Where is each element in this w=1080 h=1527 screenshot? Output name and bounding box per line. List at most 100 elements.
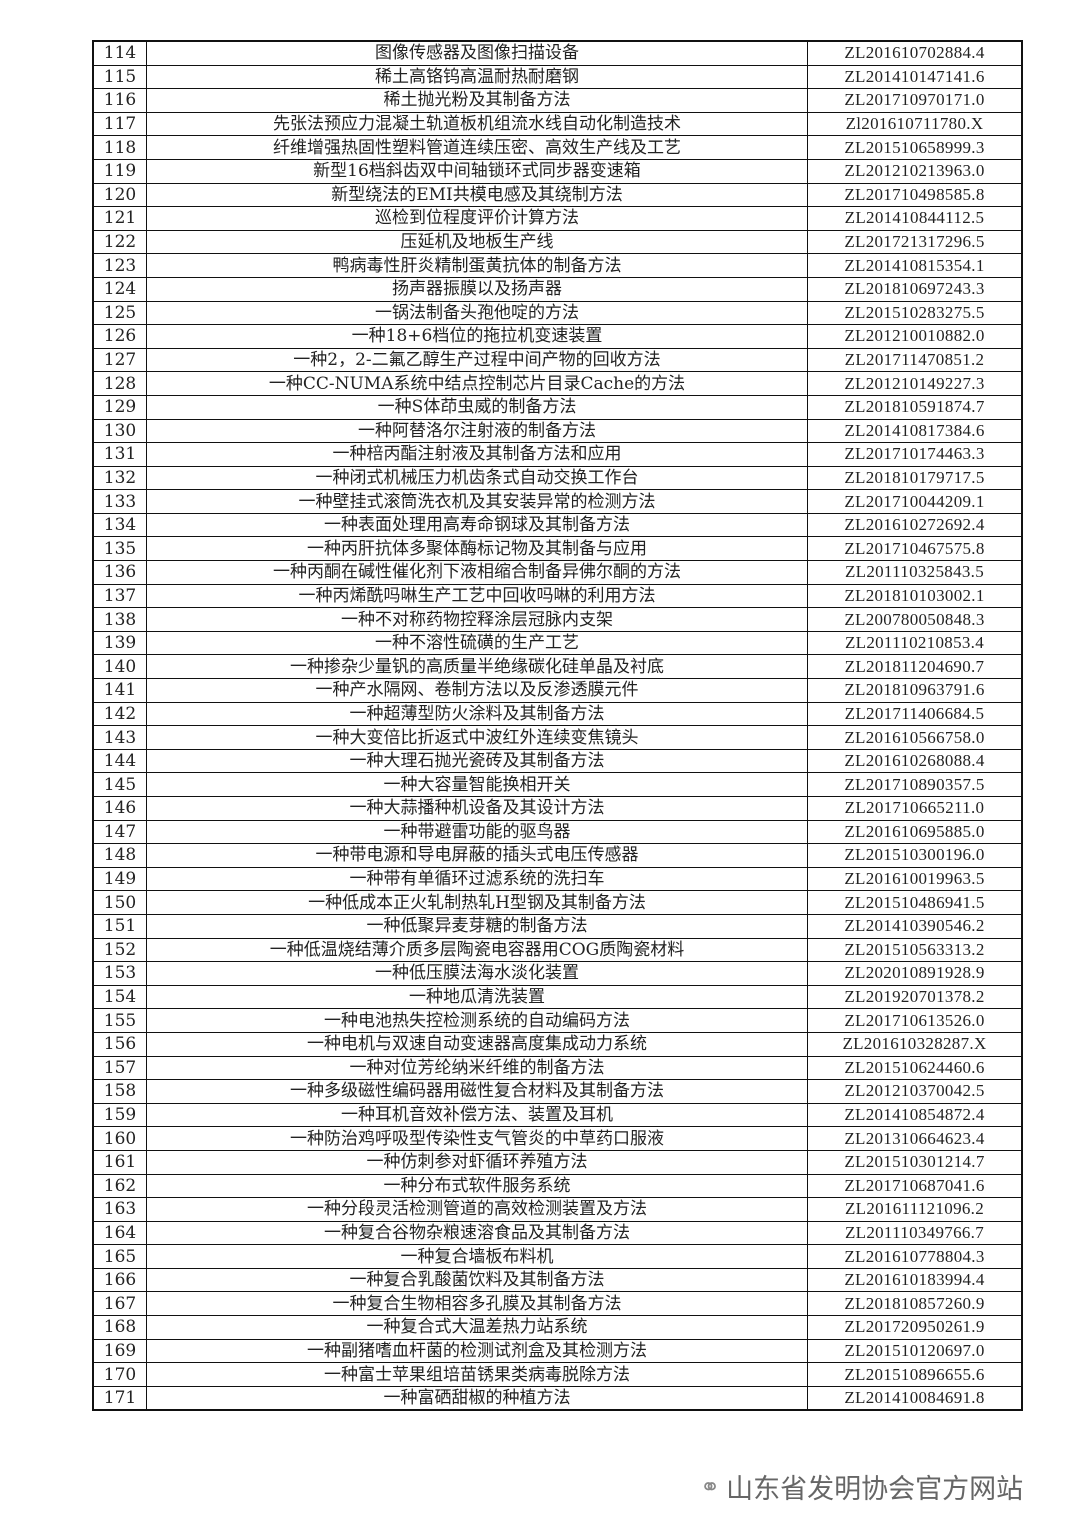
patent-title: 一种仿刺参对虾循环养殖方法 bbox=[146, 1149, 808, 1175]
patent-number: ZL201610328287.X bbox=[807, 1031, 1023, 1057]
table-row: 127 一种2，2-二氟乙醇生产过程中间产物的回收方法 ZL201711470851… bbox=[92, 347, 1023, 373]
table-row: 139 一种不溶性硫磺的生产工艺 ZL201110210853.4 bbox=[92, 630, 1023, 656]
patent-number: ZL201610566758.0 bbox=[807, 725, 1023, 750]
row-number: 145 bbox=[92, 772, 147, 797]
patent-number: ZL201611121096.2 bbox=[807, 1197, 1023, 1222]
table-row: 160 一种防治鸡呼吸型传染性支气管炎的中草药口服液 ZL201310664623.… bbox=[92, 1126, 1023, 1151]
table-row: 168 一种复合式大温差热力站系统 ZL201720950261.9 bbox=[92, 1315, 1023, 1340]
patent-title: 新型16档斜齿双中间轴锁环式同步器变速箱 bbox=[146, 158, 808, 184]
row-number: 148 bbox=[92, 843, 147, 868]
patent-number: ZL201710174463.3 bbox=[807, 442, 1023, 467]
table-row: 150 一种低成本正火轧制热轧H型钢及其制备方法 ZL201510486941.5 bbox=[92, 890, 1023, 915]
row-number: 128 bbox=[92, 371, 147, 396]
patent-number: ZL201811204690.7 bbox=[807, 654, 1023, 680]
patent-number: ZL201410147141.6 bbox=[807, 64, 1023, 90]
table-row: 136 一种丙酮在碱性催化剂下液相缩合制备异佛尔酮的方法 ZL20111032584… bbox=[92, 560, 1023, 585]
table-row: 138 一种不对称药物控释涂层冠脉内支架 ZL200780050848.3 bbox=[92, 607, 1023, 632]
patent-title: 先张法预应力混凝土轨道板机组流水线自动化制造技术 bbox=[146, 111, 808, 137]
patent-title: 一种壁挂式滚筒洗衣机及其安装异常的检测方法 bbox=[146, 489, 808, 514]
table-row: 141 一种产水隔网、卷制方法以及反渗透膜元件 ZL201810963791.6 bbox=[92, 678, 1023, 703]
table-row: 170 一种富士苹果组培苗锈果类病毒脱除方法 ZL201510896655.6 bbox=[92, 1362, 1023, 1387]
row-number: 166 bbox=[92, 1267, 147, 1293]
patent-number: ZL201710970171.0 bbox=[807, 88, 1023, 113]
patent-number: ZL201610019963.5 bbox=[807, 866, 1023, 892]
row-number: 158 bbox=[92, 1079, 147, 1104]
patent-number: ZL201510283275.5 bbox=[807, 300, 1023, 326]
patent-number: ZL201510120697.0 bbox=[807, 1338, 1023, 1364]
table-row: 157 一种对位芳纶纳米纤维的制备方法 ZL201510624460.6 bbox=[92, 1055, 1023, 1081]
table-row: 114 图像传感器及图像扫描设备 ZL201610702884.4 bbox=[92, 40, 1023, 66]
patent-title: 一种复合谷物杂粮速溶食品及其制备方法 bbox=[146, 1220, 808, 1246]
patent-number: ZL201710665211.0 bbox=[807, 796, 1023, 821]
patent-number: ZL202010891928.9 bbox=[807, 961, 1023, 986]
table-row: 135 一种丙肝抗体多聚体酶标记物及其制备与应用 ZL201710467575.8 bbox=[92, 536, 1023, 562]
patent-number: ZL201810179717.5 bbox=[807, 465, 1023, 491]
patent-title: 稀土抛光粉及其制备方法 bbox=[146, 88, 808, 113]
patent-title: 一种大蒜播种机设备及其设计方法 bbox=[146, 796, 808, 821]
patent-number: ZL201810591874.7 bbox=[807, 394, 1023, 420]
row-number: 168 bbox=[92, 1315, 147, 1340]
patent-number: ZL201610702884.4 bbox=[807, 40, 1023, 66]
row-number: 167 bbox=[92, 1291, 147, 1317]
table-row: 165 一种复合墙板布料机 ZL201610778804.3 bbox=[92, 1244, 1023, 1269]
patent-number: ZL201710890357.5 bbox=[807, 772, 1023, 797]
patent-number: ZL201510658999.3 bbox=[807, 135, 1023, 160]
patent-number: ZL201410817384.6 bbox=[807, 418, 1023, 444]
table-row: 129 一种S体茚虫威的制备方法 ZL201810591874.7 bbox=[92, 394, 1023, 420]
patent-title: 一种带避雷功能的驱鸟器 bbox=[146, 819, 808, 845]
row-number: 134 bbox=[92, 512, 147, 538]
patent-number: ZL201410815354.1 bbox=[807, 253, 1023, 278]
patent-number: ZL201610268088.4 bbox=[807, 748, 1023, 774]
row-number: 138 bbox=[92, 607, 147, 632]
table-row: 137 一种丙烯酰吗啉生产工艺中回收吗啉的利用方法 ZL201810103002.1 bbox=[92, 583, 1023, 609]
patent-number: ZL201610272692.4 bbox=[807, 512, 1023, 538]
patent-number: ZL201410084691.8 bbox=[807, 1385, 1023, 1411]
patent-number: ZL201410844112.5 bbox=[807, 206, 1023, 231]
patent-title: 一种带有单循环过滤系统的洗扫车 bbox=[146, 866, 808, 892]
row-number: 156 bbox=[92, 1031, 147, 1057]
row-number: 161 bbox=[92, 1149, 147, 1175]
patent-title: 一种低温烧结薄介质多层陶瓷电容器用COG质陶瓷材料 bbox=[146, 937, 808, 963]
table-row: 171 一种富硒甜椒的种植方法 ZL201410084691.8 bbox=[92, 1385, 1023, 1411]
row-number: 132 bbox=[92, 465, 147, 491]
table-row: 144 一种大理石抛光瓷砖及其制备方法 ZL201610268088.4 bbox=[92, 748, 1023, 774]
table-row: 119 新型16档斜齿双中间轴锁环式同步器变速箱 ZL201210213963.0 bbox=[92, 158, 1023, 184]
patent-title: 一种低成本正火轧制热轧H型钢及其制备方法 bbox=[146, 890, 808, 915]
table-row: 128 一种CC-NUMA系统中结点控制芯片目录Cache的方法 ZL2012101… bbox=[92, 371, 1023, 396]
patent-number: ZL201510624460.6 bbox=[807, 1055, 1023, 1081]
table-row: 158 一种多级磁性编码器用磁性复合材料及其制备方法 ZL201210370042.… bbox=[92, 1079, 1023, 1104]
patent-number: ZL201711470851.2 bbox=[807, 347, 1023, 373]
table-row: 162 一种分布式软件服务系统 ZL201710687041.6 bbox=[92, 1173, 1023, 1199]
table-row: 169 一种副猪嗜血杆菌的检测试剂盒及其检测方法 ZL201510120697.0 bbox=[92, 1338, 1023, 1364]
table-row: 163 一种分段灵活检测管道的高效检测装置及方法 ZL201611121096.2 bbox=[92, 1197, 1023, 1222]
patent-title: 一种富硒甜椒的种植方法 bbox=[146, 1385, 808, 1411]
patent-title: 一种丙酮在碱性催化剂下液相缩合制备异佛尔酮的方法 bbox=[146, 560, 808, 585]
row-number: 171 bbox=[92, 1385, 147, 1411]
patent-title: 稀土高铬钨高温耐热耐磨钢 bbox=[146, 64, 808, 90]
patent-title: 纤维增强热固性塑料管道连续压密、高效生产线及工艺 bbox=[146, 135, 808, 160]
row-number: 164 bbox=[92, 1220, 147, 1246]
patent-number: ZL201710467575.8 bbox=[807, 536, 1023, 562]
row-number: 119 bbox=[92, 158, 147, 184]
table-row: 161 一种仿刺参对虾循环养殖方法 ZL201510301214.7 bbox=[92, 1149, 1023, 1175]
table-row: 121 巡检到位程度评价计算方法 ZL201410844112.5 bbox=[92, 206, 1023, 231]
table-row: 167 一种复合生物相容多孔膜及其制备方法 ZL201810857260.9 bbox=[92, 1291, 1023, 1317]
patent-title: 一种棓丙酯注射液及其制备方法和应用 bbox=[146, 442, 808, 467]
table-row: 159 一种耳机音效补偿方法、装置及耳机 ZL201410854872.4 bbox=[92, 1102, 1023, 1128]
row-number: 114 bbox=[92, 40, 147, 66]
patent-title: 一种丙烯酰吗啉生产工艺中回收吗啉的利用方法 bbox=[146, 583, 808, 609]
row-number: 116 bbox=[92, 88, 147, 113]
table-row: 118 纤维增强热固性塑料管道连续压密、高效生产线及工艺 ZL20151065899… bbox=[92, 135, 1023, 160]
patent-number: ZL201110210853.4 bbox=[807, 630, 1023, 656]
row-number: 137 bbox=[92, 583, 147, 609]
patent-title: 一锅法制备头孢他啶的方法 bbox=[146, 300, 808, 326]
patent-title: 一种不溶性硫磺的生产工艺 bbox=[146, 630, 808, 656]
patent-number: ZL201610183994.4 bbox=[807, 1267, 1023, 1293]
patent-number: ZL201610695885.0 bbox=[807, 819, 1023, 845]
row-number: 162 bbox=[92, 1173, 147, 1199]
table-row: 116 稀土抛光粉及其制备方法 ZL201710970171.0 bbox=[92, 88, 1023, 113]
patent-number: ZL201510563313.2 bbox=[807, 937, 1023, 963]
patent-title: 鸭病毒性肝炎精制蛋黄抗体的制备方法 bbox=[146, 253, 808, 278]
patent-number: Zl201610711780.X bbox=[807, 111, 1023, 137]
table-row: 149 一种带有单循环过滤系统的洗扫车 ZL201610019963.5 bbox=[92, 866, 1023, 892]
